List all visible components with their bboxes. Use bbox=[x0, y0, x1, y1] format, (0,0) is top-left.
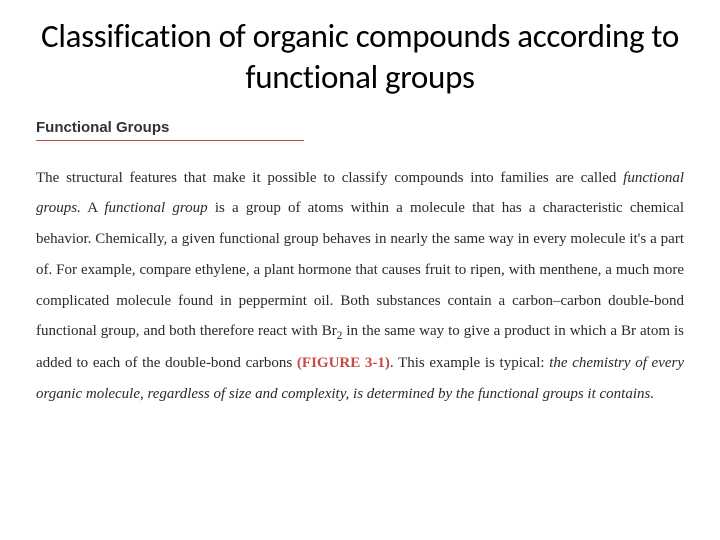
para-text: A bbox=[81, 200, 105, 216]
para-text: . This example is typical: bbox=[390, 355, 549, 371]
para-text: is a group of atoms within a molecule th… bbox=[36, 200, 684, 339]
page-title: Classification of organic compounds acco… bbox=[36, 16, 684, 99]
section-header: Functional Groups bbox=[36, 119, 304, 141]
para-text: The structural features that make it pos… bbox=[36, 170, 623, 186]
body-paragraph: The structural features that make it pos… bbox=[36, 163, 684, 410]
para-italic-functional-group: functional group bbox=[104, 200, 207, 216]
figure-reference: (FIGURE 3-1) bbox=[297, 355, 390, 371]
